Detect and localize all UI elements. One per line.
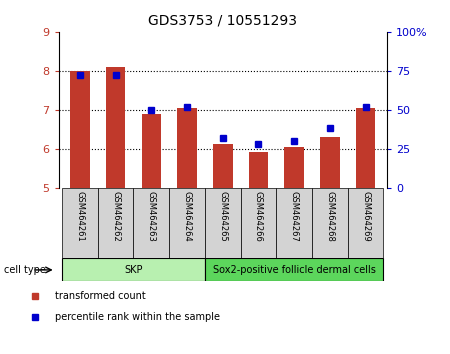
Bar xyxy=(276,188,312,258)
Text: Sox2-positive follicle dermal cells: Sox2-positive follicle dermal cells xyxy=(213,265,376,275)
Bar xyxy=(98,188,134,258)
Bar xyxy=(141,114,161,188)
Bar xyxy=(134,188,169,258)
Bar xyxy=(62,258,205,281)
Bar xyxy=(320,137,340,188)
Title: GDS3753 / 10551293: GDS3753 / 10551293 xyxy=(148,14,297,28)
Text: percentile rank within the sample: percentile rank within the sample xyxy=(55,312,220,322)
Text: SKP: SKP xyxy=(124,265,143,275)
Text: GSM464268: GSM464268 xyxy=(325,191,334,242)
Bar xyxy=(249,152,268,188)
Bar xyxy=(106,67,126,188)
Bar xyxy=(241,188,276,258)
Text: GSM464263: GSM464263 xyxy=(147,191,156,242)
Bar xyxy=(62,188,98,258)
Bar xyxy=(348,188,383,258)
Bar xyxy=(70,71,90,188)
Text: GSM464269: GSM464269 xyxy=(361,191,370,242)
Bar xyxy=(205,188,241,258)
Bar xyxy=(177,108,197,188)
Bar xyxy=(312,188,348,258)
Bar xyxy=(356,108,375,188)
Bar xyxy=(284,147,304,188)
Bar xyxy=(205,258,383,281)
Text: cell type: cell type xyxy=(4,265,46,275)
Bar xyxy=(213,144,233,188)
Text: GSM464267: GSM464267 xyxy=(290,191,299,242)
Text: GSM464265: GSM464265 xyxy=(218,191,227,242)
Bar xyxy=(169,188,205,258)
Text: GSM464262: GSM464262 xyxy=(111,191,120,242)
Text: GSM464264: GSM464264 xyxy=(183,191,192,242)
Text: GSM464266: GSM464266 xyxy=(254,191,263,242)
Text: transformed count: transformed count xyxy=(55,291,146,302)
Text: GSM464261: GSM464261 xyxy=(76,191,85,242)
